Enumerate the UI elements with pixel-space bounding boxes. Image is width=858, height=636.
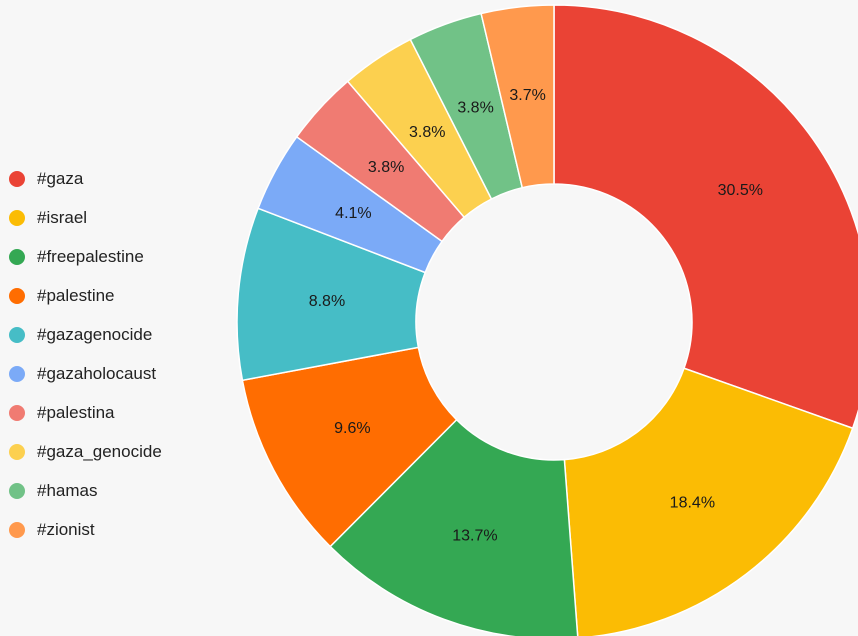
slice-label-zionist: 3.7%	[509, 87, 545, 104]
legend-label-palestina: #palestina	[37, 402, 115, 422]
legend-swatch-zionist	[9, 521, 25, 538]
legend-item-hamas[interactable]: #hamas	[9, 471, 162, 510]
legend-item-freepalestine[interactable]: #freepalestine	[9, 237, 162, 276]
slice-label-palestine: 9.6%	[334, 420, 370, 437]
slice-israel[interactable]	[563, 367, 854, 636]
legend-swatch-gaza	[9, 170, 25, 187]
legend-label-freepalestine: #freepalestine	[37, 246, 144, 266]
legend-label-gaza-genocide: #gaza_genocide	[37, 441, 162, 461]
slice-freepalestine[interactable]	[329, 418, 579, 636]
legend-item-gazaholocaust[interactable]: #gazaholocaust	[9, 354, 162, 393]
legend-swatch-hamas	[9, 482, 25, 499]
legend-item-palestina[interactable]: #palestina	[9, 393, 162, 432]
slice-label-gaza-genocide: 3.8%	[409, 124, 445, 141]
slice-label-hamas: 3.8%	[457, 99, 493, 116]
legend-label-gazaholocaust: #gazaholocaust	[37, 363, 157, 383]
legend-swatch-gaza-genocide	[9, 443, 25, 460]
legend-swatch-palestina	[9, 404, 25, 421]
legend-swatch-freepalestine	[9, 248, 25, 265]
legend-label-gaza: #gaza	[37, 168, 84, 188]
legend-item-palestine[interactable]: #palestine	[9, 276, 162, 315]
legend-label-palestine: #palestine	[37, 285, 115, 305]
legend-item-gaza[interactable]: #gaza	[9, 159, 162, 198]
legend-swatch-gazagenocide	[9, 326, 25, 343]
chart-legend: #gaza #israel #freepalestine #palestine …	[9, 159, 162, 549]
slice-label-gazagenocide: 8.8%	[309, 293, 345, 310]
slice-zionist[interactable]	[480, 4, 555, 189]
slice-labels: 30.5% 18.4% 13.7% 9.6% 8.8% 4.1% 3.8% 3.8% 3.8% 3…	[309, 87, 763, 544]
legend-label-israel: #israel	[37, 207, 88, 227]
legend-label-zionist: #zionist	[37, 519, 95, 539]
legend-label-hamas: #hamas	[37, 480, 98, 500]
slice-label-gaza: 30.5%	[718, 182, 763, 199]
slice-label-israel: 18.4%	[670, 495, 715, 512]
legend-item-gaza-genocide[interactable]: #gaza_genocide	[9, 432, 162, 471]
legend-swatch-israel	[9, 209, 25, 226]
slice-gaza[interactable]	[553, 4, 858, 430]
legend-swatch-gazaholocaust	[9, 365, 25, 382]
slice-label-palestina: 3.8%	[368, 159, 404, 176]
slice-label-gazaholocaust: 4.1%	[335, 205, 371, 222]
legend-item-israel[interactable]: #israel	[9, 198, 162, 237]
donut-slices	[236, 4, 858, 636]
legend-swatch-palestine	[9, 287, 25, 304]
legend-item-zionist[interactable]: #zionist	[9, 510, 162, 549]
slice-label-freepalestine: 13.7%	[452, 527, 497, 544]
legend-label-gazagenocide: #gazagenocide	[37, 324, 153, 344]
legend-item-gazagenocide[interactable]: #gazagenocide	[9, 315, 162, 354]
